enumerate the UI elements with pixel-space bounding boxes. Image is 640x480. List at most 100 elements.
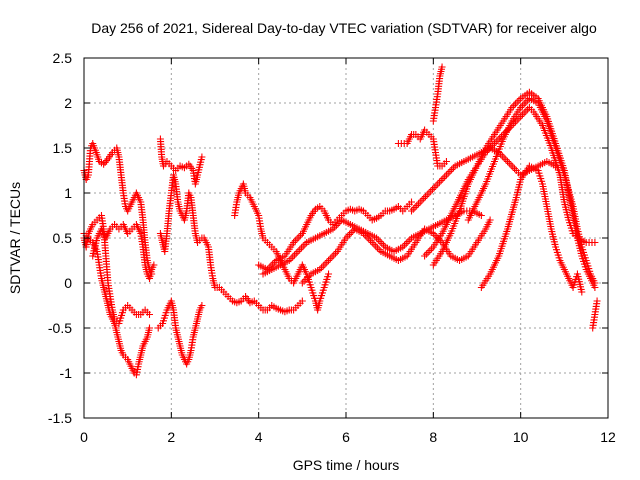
x-tick-label: 12 (600, 429, 616, 445)
data-point (446, 167, 454, 175)
data-point (300, 277, 308, 285)
data-point (509, 163, 517, 171)
x-axis-label: GPS time / hours (293, 457, 400, 473)
data-point (435, 178, 443, 186)
data-point (296, 246, 304, 254)
data-point (404, 238, 412, 246)
data-point (299, 242, 307, 250)
data-point (522, 107, 530, 115)
series-arc-i (231, 180, 333, 314)
axis-ticks (83, 57, 609, 419)
data-point (502, 156, 510, 164)
data-point (591, 279, 599, 287)
series-arc-s (477, 162, 586, 296)
data-point (330, 251, 338, 259)
y-tick-label: -1 (60, 365, 73, 381)
data-point (319, 262, 327, 270)
data-point (439, 175, 447, 183)
data-point (408, 207, 415, 215)
data-point (411, 203, 419, 211)
data-point (332, 249, 340, 257)
series-arc-p (421, 104, 599, 260)
series-arc-h (200, 234, 306, 316)
y-tick-label: 0.5 (53, 230, 73, 246)
data-point (515, 96, 523, 104)
data-point (416, 198, 424, 206)
series-arc-r (464, 95, 599, 287)
data-point (414, 200, 422, 208)
y-axis-label: SDTVAR / TECUs (7, 182, 23, 294)
x-tick-label: 8 (429, 429, 437, 445)
y-tick-label: 2.5 (53, 50, 73, 66)
data-point (298, 297, 306, 305)
y-tick-label: 0 (64, 275, 72, 291)
series-arc-n (429, 63, 446, 125)
data-point (442, 171, 450, 179)
y-tick-label: 1 (64, 185, 72, 201)
data-point (326, 255, 334, 263)
data-point (500, 154, 508, 162)
series-arc-t (589, 297, 601, 332)
data-point (448, 166, 456, 174)
data-point (325, 257, 333, 264)
data-point (504, 158, 512, 165)
data-point (370, 240, 378, 248)
data-point (507, 161, 515, 169)
data-point (297, 244, 305, 252)
data-point (291, 237, 299, 245)
data-point (298, 279, 306, 287)
data-point (591, 239, 599, 246)
grid (84, 58, 608, 418)
data-point (402, 239, 410, 247)
data-point (323, 258, 331, 266)
data-point (593, 297, 601, 305)
data-point (409, 205, 417, 213)
y-axis-tick-labels: -1.5 -1 -0.5 0 0.5 1 1.5 2 2.5 (48, 50, 72, 426)
series-arc-l (298, 216, 494, 287)
data-point (332, 221, 340, 229)
series-arc-b (80, 212, 153, 327)
data-point (441, 173, 449, 181)
y-tick-label: 2 (64, 95, 72, 111)
data-point (486, 216, 494, 224)
data-point (321, 260, 329, 268)
data-point (494, 136, 502, 144)
y-tick-label: 1.5 (53, 140, 73, 156)
data-point (408, 198, 415, 206)
data-point (426, 247, 434, 255)
data-point (424, 248, 432, 256)
data-point (578, 288, 586, 296)
data-point (366, 237, 374, 245)
data-point (425, 189, 433, 197)
data-point (378, 239, 386, 247)
data-point (328, 253, 336, 261)
data-point (511, 100, 519, 108)
data-point (444, 169, 452, 177)
data-point (373, 244, 381, 252)
data-point (290, 251, 298, 259)
series-arc-o (408, 144, 560, 215)
data-point (372, 242, 380, 250)
x-tick-label: 4 (255, 429, 263, 445)
series-arc-j (255, 198, 415, 273)
data-point (146, 311, 153, 318)
data-point (428, 185, 436, 193)
data-point (520, 100, 528, 108)
data-point (423, 191, 431, 199)
data-point (513, 98, 521, 106)
x-tick-label: 2 (167, 429, 175, 445)
data-point (198, 302, 206, 309)
data-point (421, 193, 429, 201)
data-point (511, 165, 519, 173)
data-point (422, 250, 430, 258)
data-point (420, 194, 428, 202)
series-arc-d (89, 221, 158, 282)
chart-title: Day 256 of 2021, Sidereal Day-to-day VTE… (91, 20, 597, 36)
data-point (421, 252, 429, 260)
series-arc-f (156, 171, 206, 255)
y-tick-label: -1.5 (48, 410, 72, 426)
x-axis-tick-labels: 0 2 4 6 8 10 12 (80, 429, 616, 445)
data-point (438, 63, 446, 71)
data-point (437, 176, 445, 184)
